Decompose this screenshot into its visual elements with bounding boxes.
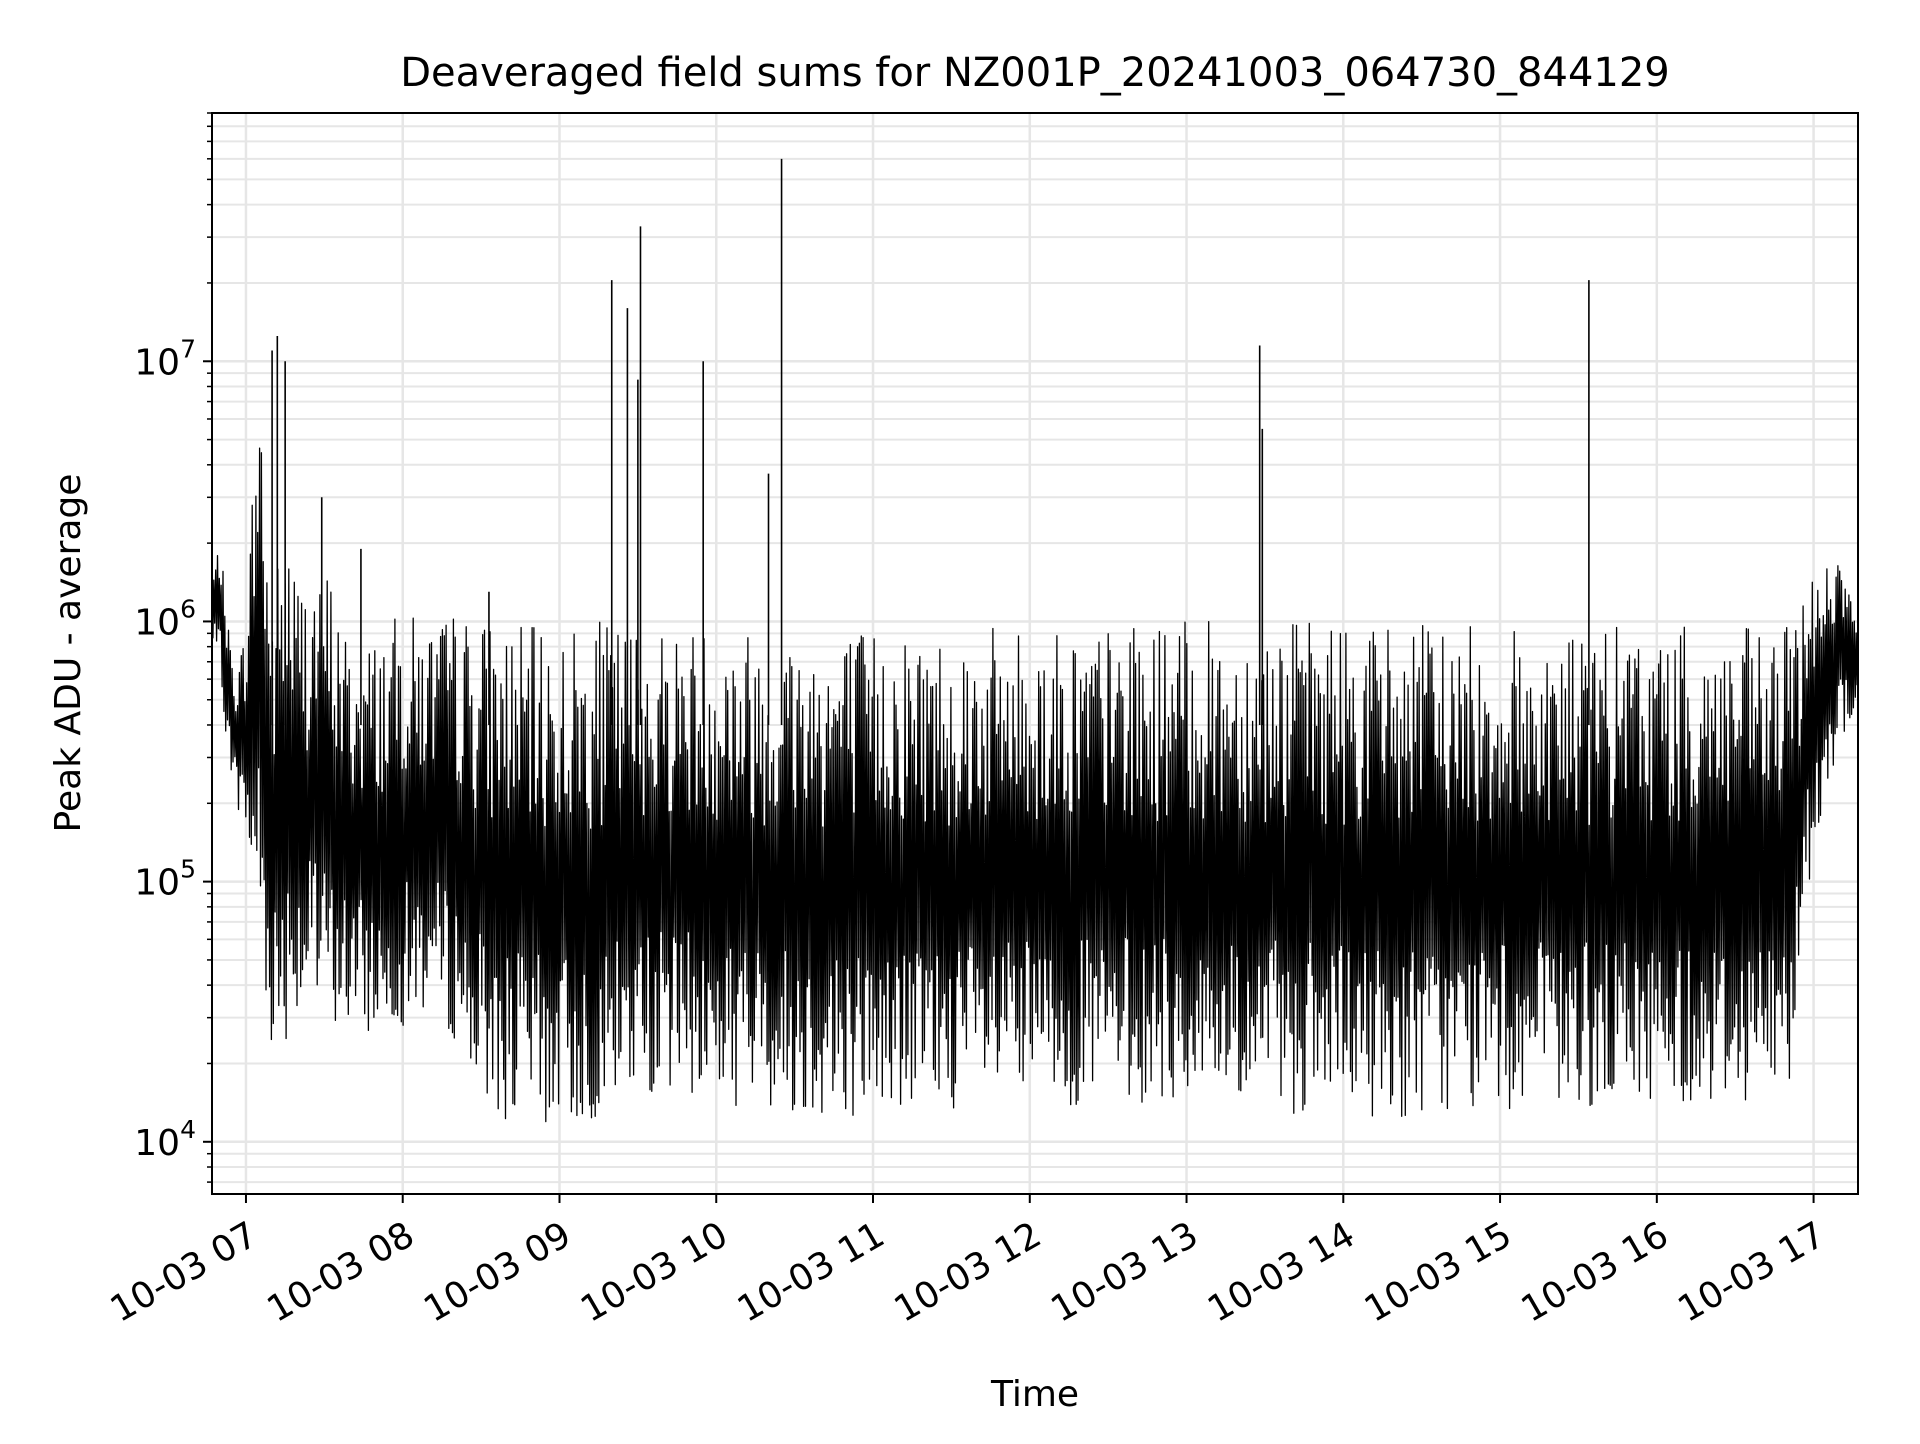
plot-frame <box>211 112 1859 1195</box>
chart-title: Deaveraged field sums for NZ001P_2024100… <box>400 50 1670 96</box>
y-tick-label: 104 <box>134 1115 196 1164</box>
y-tick-label: 107 <box>134 334 196 383</box>
y-tick-label: 106 <box>134 594 196 643</box>
y-tick-label: 105 <box>134 855 196 904</box>
x-axis-label: Time <box>990 1374 1079 1415</box>
series-lines <box>211 158 1859 1123</box>
series-line <box>211 447 1859 1123</box>
y-axis-label: Peak ADU - average <box>48 474 89 833</box>
